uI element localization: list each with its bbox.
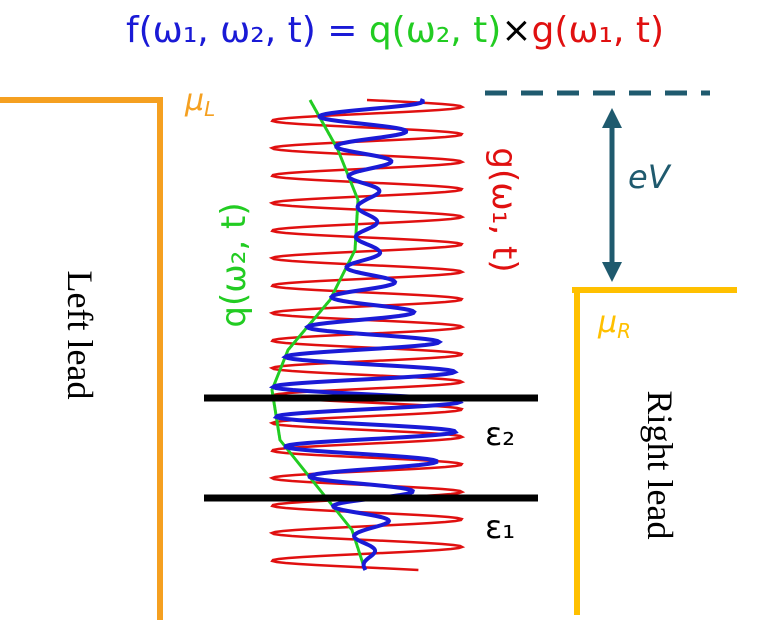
symbol: μ [184, 83, 204, 118]
symbol: μ [597, 305, 617, 340]
right-lead-edge [572, 287, 737, 615]
level-1-label: ε₁ [485, 508, 515, 546]
eq-f: f(ω₁, ω₂, t) = [126, 10, 369, 51]
left-lead-edge [0, 97, 163, 620]
eq-g: g(ω₁, t) [532, 10, 665, 51]
mu-l-label: μL [184, 83, 215, 121]
mu-r-label: μR [597, 305, 631, 343]
g-curve-label: g(ω₁, t) [484, 147, 524, 272]
f-wave [268, 98, 464, 571]
left-lead-label: Left lead [60, 271, 100, 400]
level-2-label: ε₂ [485, 415, 515, 453]
eq-q: q(ω₂, t) [369, 10, 502, 51]
subscript: R [617, 319, 631, 343]
q-curve-label: q(ω₂, t) [214, 202, 254, 327]
waves [268, 98, 466, 572]
subscript: L [204, 97, 215, 121]
g-wave [268, 98, 466, 572]
bias-label: eV [628, 158, 672, 196]
equation: f(ω₁, ω₂, t) = q(ω₂, t)×g(ω₁, t) [126, 10, 664, 51]
right-lead-label: Right lead [640, 391, 680, 540]
eq-times: × [501, 10, 531, 51]
